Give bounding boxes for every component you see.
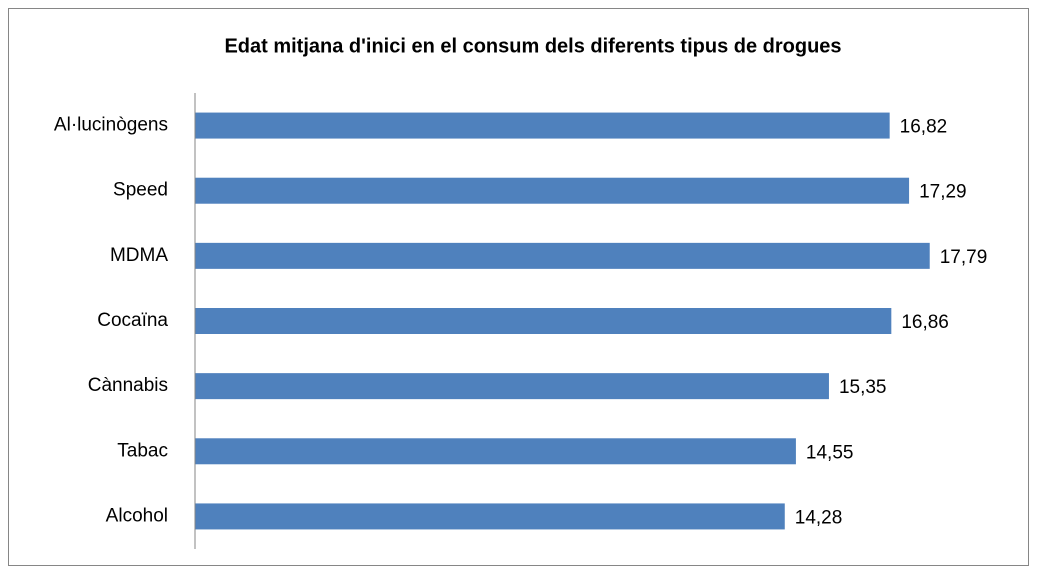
value-label: 17,29: [919, 182, 967, 203]
value-label: 17,79: [940, 247, 988, 268]
bar: [195, 242, 930, 269]
y-tick-label: Tabac: [117, 440, 168, 461]
y-tick-label: Cocaïna: [97, 310, 168, 331]
bar: [195, 373, 829, 400]
bar: [195, 438, 796, 465]
bar: [195, 112, 890, 139]
value-label: 14,28: [795, 507, 843, 528]
bar: [195, 503, 785, 530]
value-label: 14,55: [806, 442, 854, 463]
value-label: 15,35: [839, 377, 887, 398]
bar: [195, 308, 892, 334]
value-label: 16,82: [900, 117, 948, 138]
y-tick-label: MDMA: [110, 245, 168, 266]
chart-border: [8, 8, 1029, 566]
y-tick-label: Cànnabis: [88, 375, 168, 396]
y-tick-label: Speed: [113, 180, 168, 201]
value-label: 16,86: [901, 312, 949, 333]
y-tick-label: Al·lucinògens: [54, 115, 168, 136]
bar: [195, 177, 910, 204]
chart-title: Edat mitjana d'inici en el consum dels d…: [224, 35, 841, 57]
y-tick-label: Alcohol: [106, 505, 168, 526]
